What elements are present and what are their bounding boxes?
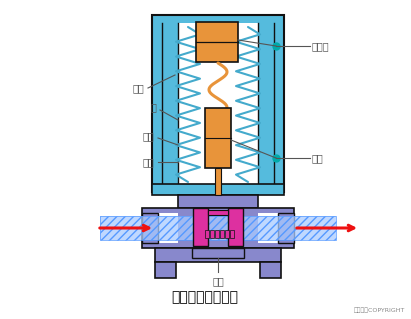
Polygon shape xyxy=(278,213,294,243)
Polygon shape xyxy=(100,216,336,240)
Polygon shape xyxy=(162,23,178,184)
Polygon shape xyxy=(208,210,228,215)
Polygon shape xyxy=(152,15,284,192)
Polygon shape xyxy=(258,213,294,243)
Polygon shape xyxy=(192,248,244,258)
Polygon shape xyxy=(142,208,294,248)
Polygon shape xyxy=(162,23,274,184)
Text: 罗: 罗 xyxy=(150,102,156,112)
Polygon shape xyxy=(205,230,209,238)
Text: 阀杆: 阀杆 xyxy=(312,153,324,163)
Polygon shape xyxy=(196,22,238,62)
Text: 小孔: 小孔 xyxy=(142,157,154,167)
Polygon shape xyxy=(215,168,221,195)
Polygon shape xyxy=(155,248,281,262)
Text: 东方仿真COPYRIGHT: 东方仿真COPYRIGHT xyxy=(353,307,405,313)
Polygon shape xyxy=(228,208,243,246)
Polygon shape xyxy=(152,184,284,195)
Polygon shape xyxy=(210,230,214,238)
Polygon shape xyxy=(178,195,258,208)
Text: 定铁心: 定铁心 xyxy=(312,41,330,51)
Text: 主阀: 主阀 xyxy=(142,131,154,141)
Polygon shape xyxy=(258,23,274,184)
Polygon shape xyxy=(205,108,231,168)
Polygon shape xyxy=(142,213,158,243)
Polygon shape xyxy=(220,230,224,238)
Text: 直接联系式电磁阀: 直接联系式电磁阀 xyxy=(171,290,238,304)
Text: 导阀: 导阀 xyxy=(212,276,224,286)
Polygon shape xyxy=(155,262,176,278)
Polygon shape xyxy=(230,230,234,238)
Polygon shape xyxy=(193,208,208,246)
Text: 线圈: 线圈 xyxy=(132,83,144,93)
Polygon shape xyxy=(225,230,229,238)
Polygon shape xyxy=(142,213,178,243)
Polygon shape xyxy=(260,262,281,278)
Polygon shape xyxy=(215,230,219,238)
